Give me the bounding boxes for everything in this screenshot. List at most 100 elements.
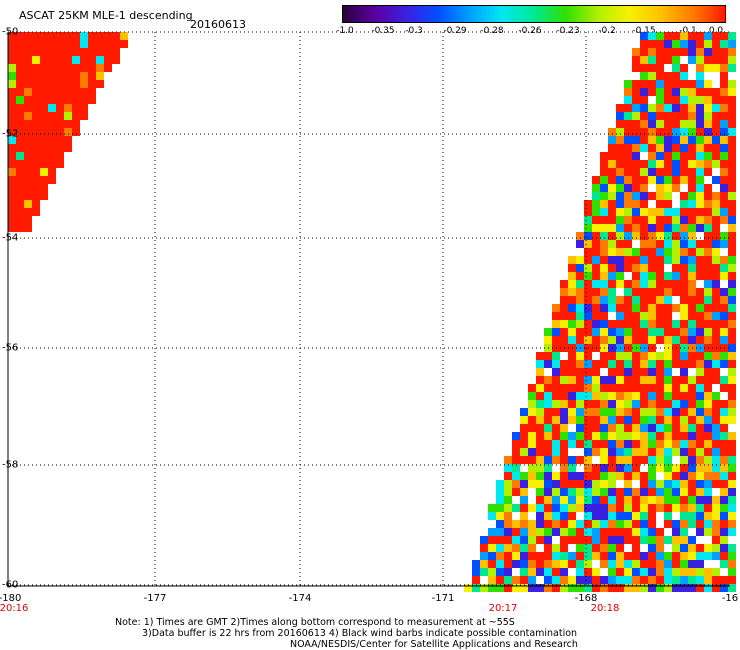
- swath-cell: [552, 568, 560, 576]
- swath-cell: [640, 448, 648, 456]
- swath-cell: [608, 376, 616, 384]
- swath-cell: [672, 272, 680, 280]
- swath-cell: [544, 408, 552, 416]
- swath-cell: [624, 280, 632, 288]
- swath-cell: [672, 112, 680, 120]
- swath-cell: [608, 424, 616, 432]
- swath-cell: [496, 576, 504, 584]
- swath-cell: [624, 176, 632, 184]
- swath-cell: [720, 392, 728, 400]
- swath-cell: [672, 336, 680, 344]
- swath-cell: [664, 88, 672, 96]
- swath-cell: [704, 368, 712, 376]
- swath-cell: [720, 544, 728, 552]
- swath-cell: [720, 72, 728, 80]
- swath-cell: [720, 240, 728, 248]
- swath-cell: [720, 272, 728, 280]
- swath-cell: [624, 384, 632, 392]
- swath-cell: [688, 552, 696, 560]
- swath-cell: [728, 136, 736, 144]
- swath-cell: [528, 552, 536, 560]
- swath-cell: [536, 392, 544, 400]
- swath-cell: [680, 376, 688, 384]
- swath-cell: [648, 120, 656, 128]
- swath-cell: [672, 176, 680, 184]
- swath-cell: [640, 312, 648, 320]
- swath-cell: [40, 56, 48, 64]
- swath-cell: [688, 488, 696, 496]
- swath-cell: [608, 512, 616, 520]
- swath-cell: [96, 32, 104, 40]
- swath-cell: [632, 184, 640, 192]
- swath-cell: [64, 144, 72, 152]
- swath-cell: [672, 464, 680, 472]
- swath-cell: [80, 64, 88, 72]
- swath-cell: [648, 248, 656, 256]
- swath-cell: [696, 224, 704, 232]
- swath-cell: [696, 128, 704, 136]
- swath-cell: [48, 112, 56, 120]
- swath-cell: [696, 56, 704, 64]
- swath-cell: [648, 152, 656, 160]
- swath-cell: [72, 48, 80, 56]
- swath-cell: [680, 480, 688, 488]
- swath-cell: [664, 352, 672, 360]
- swath-cell: [696, 176, 704, 184]
- swath-cell: [696, 304, 704, 312]
- swath-cell: [576, 304, 584, 312]
- swath-cell: [584, 296, 592, 304]
- swath-cell: [688, 400, 696, 408]
- swath-cell: [544, 440, 552, 448]
- swath-cell: [584, 576, 592, 584]
- swath-cell: [528, 448, 536, 456]
- swath-cell: [648, 184, 656, 192]
- swath-cell: [584, 304, 592, 312]
- swath-cell: [104, 40, 112, 48]
- swath-cell: [640, 376, 648, 384]
- swath-cell: [592, 376, 600, 384]
- swath-cell: [88, 80, 96, 88]
- swath-cell: [664, 544, 672, 552]
- swath-cell: [64, 104, 72, 112]
- swath-cell: [648, 512, 656, 520]
- swath-cell: [728, 368, 736, 376]
- swath-cell: [672, 432, 680, 440]
- swath-cell: [104, 32, 112, 40]
- swath-cell: [680, 408, 688, 416]
- swath-cell: [728, 432, 736, 440]
- swath-cell: [616, 472, 624, 480]
- swath-cell: [568, 504, 576, 512]
- swath-cell: [704, 224, 712, 232]
- swath-cell: [600, 512, 608, 520]
- swath-cell: [24, 40, 32, 48]
- swath-cell: [40, 112, 48, 120]
- swath-cell: [712, 160, 720, 168]
- swath-cell: [712, 512, 720, 520]
- swath-cell: [624, 328, 632, 336]
- swath-cell: [48, 104, 56, 112]
- swath-cell: [712, 56, 720, 64]
- swath-cell: [656, 424, 664, 432]
- swath-cell: [656, 400, 664, 408]
- swath-cell: [688, 152, 696, 160]
- swath-cell: [624, 496, 632, 504]
- swath-cell: [16, 152, 24, 160]
- swath-cell: [672, 40, 680, 48]
- swath-cell: [32, 56, 40, 64]
- swath-cell: [680, 120, 688, 128]
- swath-cell: [552, 544, 560, 552]
- swath-cell: [592, 200, 600, 208]
- swath-cell: [576, 448, 584, 456]
- swath-cell: [520, 536, 528, 544]
- swath-cell: [704, 48, 712, 56]
- swath-cell: [640, 144, 648, 152]
- swath-cell: [656, 128, 664, 136]
- swath-cell: [608, 488, 616, 496]
- swath-cell: [592, 512, 600, 520]
- swath-cell: [688, 496, 696, 504]
- swath-cell: [728, 128, 736, 136]
- swath-cell: [672, 328, 680, 336]
- swath-cell: [624, 208, 632, 216]
- swath-cell: [712, 536, 720, 544]
- swath-cell: [648, 240, 656, 248]
